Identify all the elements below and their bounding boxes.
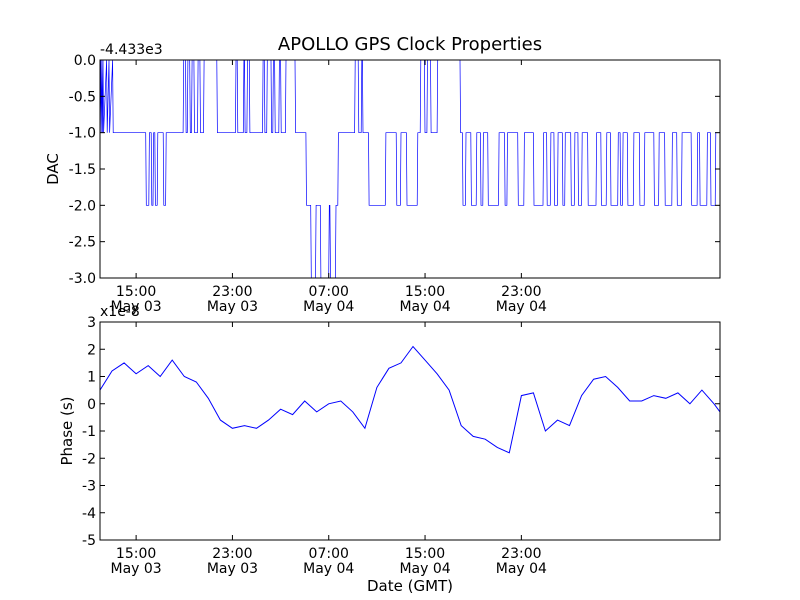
- dac-ytick-label: -2.5: [69, 235, 96, 251]
- dac-ytick-label: -1.5: [69, 162, 96, 178]
- phase-offset-label: x1e-8: [100, 304, 140, 320]
- phase-ytick-label: -1: [82, 424, 96, 440]
- phase-series-layer: [99, 345, 721, 454]
- dac-xtick-date-label: May 03: [111, 299, 162, 315]
- dac-xtick-time-label: 15:00: [116, 284, 156, 300]
- phase-xtick-date-label: May 03: [207, 561, 258, 577]
- dac-y-axis-label: DAC: [44, 153, 62, 185]
- dac-ytick-label: -1.0: [69, 126, 96, 142]
- dac-series-line: [99, 59, 720, 279]
- phase-xtick-time-label: 15:00: [116, 546, 156, 562]
- phase-y-axis-label: Phase (s): [58, 396, 76, 465]
- phase-xtick-date-label: May 04: [399, 561, 450, 577]
- phase-yticks: 3 2 1 0 -1 -2 -3 -4 -5: [82, 315, 720, 549]
- dac-ytick-label: -2.0: [69, 198, 96, 214]
- phase-ytick-label: -5: [82, 533, 96, 549]
- phase-ytick-label: -3: [82, 479, 96, 495]
- phase-xtick-time-label: 07:00: [309, 546, 349, 562]
- dac-xtick-time-label: 15:00: [405, 284, 445, 300]
- phase-ytick-label: 0: [87, 397, 96, 413]
- dac-yticks: 0.0 -0.5 -1.0 -1.5 -2.0 -2.5 -3.0: [69, 53, 720, 287]
- chart-title: APOLLO GPS Clock Properties: [278, 34, 542, 55]
- dac-ytick-label: -0.5: [69, 89, 96, 105]
- phase-ytick-label: -4: [82, 506, 96, 522]
- phase-ytick-label: 3: [87, 315, 96, 331]
- dac-ytick-label: 0.0: [74, 53, 96, 69]
- dac-xtick-time-label: 07:00: [309, 284, 349, 300]
- dac-xtick-date-label: May 04: [496, 299, 547, 315]
- dac-xtick-time-label: 23:00: [212, 284, 252, 300]
- dac-xtick-date-label: May 04: [303, 299, 354, 315]
- phase-xtick-date-label: May 04: [303, 561, 354, 577]
- phase-xtick-time-label: 15:00: [405, 546, 445, 562]
- phase-ytick-label: 1: [87, 370, 96, 386]
- dac-xtick-date-label: May 03: [207, 299, 258, 315]
- phase-series-line: [99, 345, 721, 454]
- phase-xtick-date-label: May 04: [496, 561, 547, 577]
- phase-xtick-time-label: 23:00: [501, 546, 541, 562]
- dac-xtick-date-label: May 04: [399, 299, 450, 315]
- phase-ytick-label: 2: [87, 342, 96, 358]
- phase-xtick-time-label: 23:00: [212, 546, 252, 562]
- dac-ytick-label: -3.0: [69, 271, 96, 287]
- phase-xtick-date-label: May 03: [111, 561, 162, 577]
- dac-series-layer: [99, 59, 720, 279]
- phase-ytick-label: -2: [82, 451, 96, 467]
- x-axis-label: Date (GMT): [367, 577, 453, 595]
- dac-xtick-time-label: 23:00: [501, 284, 541, 300]
- dac-offset-label: -4.433e3: [100, 42, 163, 58]
